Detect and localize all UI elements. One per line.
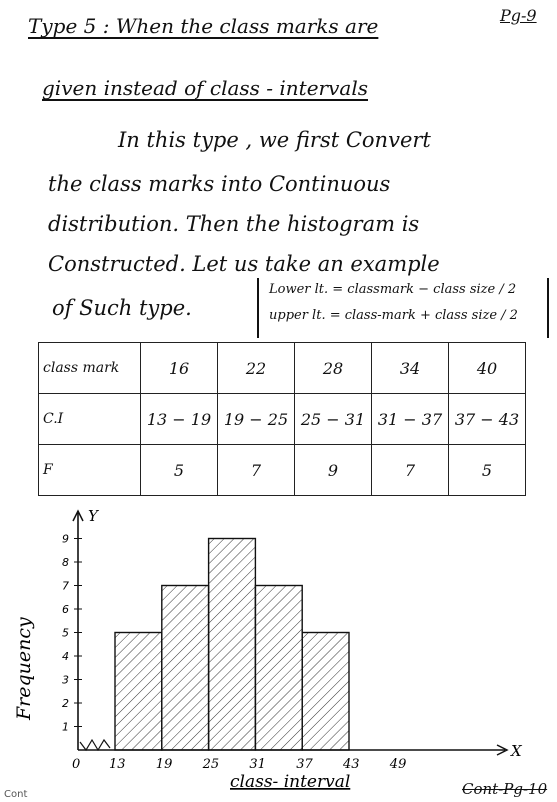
- histogram-bar: [161, 584, 210, 751]
- table-cell: 40: [448, 342, 526, 394]
- x-axis-letter: X: [510, 742, 523, 760]
- paragraph-line-4: Constructed. Let us take an example: [48, 252, 440, 276]
- y-axis-letter: Y: [88, 507, 100, 525]
- x-tick-label: 43: [342, 757, 360, 772]
- histogram-bar: [254, 584, 303, 751]
- y-tick-label: 9: [62, 533, 69, 546]
- x-tick-label: 49: [389, 757, 407, 772]
- table-cell: 34: [371, 342, 449, 394]
- frequency-table: class mark 16 22 28 34 40 C.I 13 − 19 19 − 25 25 …: [38, 342, 526, 496]
- paragraph-line-5: of Such type.: [52, 296, 192, 320]
- x-tick-label: 31: [249, 757, 266, 772]
- row-header: F: [38, 444, 141, 496]
- table-row: class mark 16 22 28 34 40: [38, 342, 526, 394]
- table-cell: 25 − 31: [294, 393, 372, 445]
- table-cell: 13 − 19: [140, 393, 218, 445]
- table-cell: 28: [294, 342, 372, 394]
- paragraph-line-2: the class marks into Continuous: [48, 172, 391, 196]
- y-tick-label: 5: [62, 627, 69, 640]
- x-tick-label: 25: [202, 757, 220, 772]
- axis-break-kink: [79, 738, 111, 752]
- histogram-bar: [301, 631, 350, 751]
- x-axis-label: class- interval: [230, 772, 350, 790]
- page-title-line-1: Type 5 : When the class marks are: [28, 14, 379, 38]
- x-tick-label: 13: [109, 757, 126, 772]
- lower-limit-formula: Lower lt. = classmark − class size / 2: [269, 282, 517, 297]
- y-tick-label: 3: [62, 674, 69, 687]
- row-header: class mark: [38, 342, 141, 394]
- table-cell: 19 − 25: [217, 393, 295, 445]
- table-cell: 7: [217, 444, 295, 496]
- y-tick-label: 4: [62, 650, 69, 663]
- x-tick-label: 0: [72, 757, 80, 772]
- x-tick-label: 37: [296, 757, 313, 772]
- table-cell: 31 − 37: [371, 393, 449, 445]
- y-axis-arrow: [72, 509, 84, 522]
- x-tick-label: 19: [156, 757, 173, 772]
- page-reference: Pg-9: [500, 6, 537, 25]
- table-cell: 9: [294, 444, 372, 496]
- x-axis-arrow: [496, 744, 509, 756]
- table-cell: 37 − 43: [448, 393, 526, 445]
- page-title-line-2: given instead of class - intervals: [42, 76, 368, 100]
- histogram-bar: [114, 631, 163, 751]
- histogram-bar: [207, 537, 257, 751]
- continuation-note: Cont-Pg-10: [462, 780, 548, 798]
- upper-limit-formula: upper lt. = class-mark + class size / 2: [269, 308, 518, 323]
- table-cell: 5: [140, 444, 218, 496]
- y-tick-label: 1: [62, 721, 69, 734]
- table-cell: 7: [371, 444, 449, 496]
- paragraph-line-1: In this type , we first Convert: [118, 128, 431, 152]
- table-cell: 5: [448, 444, 526, 496]
- y-axis-label: Frequency: [13, 617, 35, 721]
- row-header: C.I: [38, 393, 141, 445]
- histogram-chart: X Y 1 2 3 4 5 6 7 8 9 0 13 19 25 31 37 43 49 class- interva…: [13, 507, 523, 790]
- table-cell: 22: [217, 342, 295, 394]
- y-tick-label: 7: [62, 580, 69, 593]
- table-cell: 16: [140, 342, 218, 394]
- table-row: C.I 13 − 19 19 − 25 25 − 31 31 − 37 37 − 43: [38, 393, 526, 445]
- y-tick-label: 6: [62, 603, 69, 616]
- y-tick-label: 8: [62, 556, 69, 569]
- paragraph-line-3: distribution. Then the histogram is: [48, 212, 420, 236]
- class-limit-formula: Lower lt. = classmark − class size / 2 u…: [257, 278, 549, 338]
- y-tick-label: 2: [62, 697, 69, 710]
- footer-left-text: Cont: [4, 789, 28, 800]
